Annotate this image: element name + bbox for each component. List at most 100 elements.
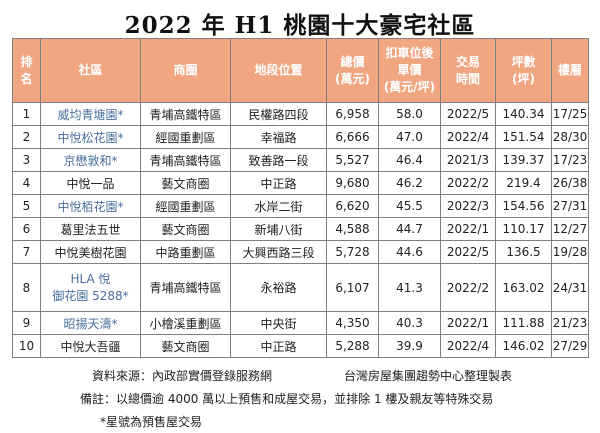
total-price-cell: 6,107	[326, 263, 379, 312]
unit-price-cell: 58.0	[378, 102, 441, 126]
community-cell: 京懋敦和*	[40, 148, 141, 172]
location-cell: 大興西路三段	[230, 240, 327, 264]
total-price-cell: 4,350	[326, 311, 379, 335]
unit-price-cell: 44.6	[378, 240, 441, 264]
floor-cell: 17/25	[551, 102, 589, 126]
table-row: 1 威均青塘園* 青埔高鐵特區 民權路四段 6,958 58.0 2022/5 …	[12, 102, 589, 126]
rank-cell: 1	[12, 102, 41, 126]
col-community: 社區	[40, 38, 141, 103]
table-row: 7 中悅美樹花園 中路重劃區 大興西路三段 5,728 44.6 2022/5 …	[12, 240, 589, 264]
floor-cell: 27/29	[551, 334, 589, 358]
floor-cell: 27/31	[551, 194, 589, 218]
district-cell: 青埔高鐵特區	[140, 102, 231, 126]
area-cell: 111.88	[495, 311, 552, 335]
rank-cell: 10	[12, 334, 41, 358]
total-price-cell: 5,728	[326, 240, 379, 264]
col-floor: 樓層	[551, 38, 589, 103]
ranking-table: 排 名 社區 商圈 地段位置 總價 (萬元) 扣車位後 單價 (萬元/坪) 交易…	[12, 38, 589, 358]
col-location: 地段位置	[230, 38, 327, 103]
floor-cell: 19/28	[551, 240, 589, 264]
col-rank: 排 名	[12, 38, 41, 103]
table-row: 10 中悅大吾疆 藝文商圈 中正路 5,288 39.9 2022/4 146.…	[12, 334, 589, 358]
area-cell: 154.56	[495, 194, 552, 218]
floor-cell: 21/23	[551, 311, 589, 335]
table-row: 4 中悅一品 藝文商圈 中正路 9,680 46.2 2022/2 219.4 …	[12, 171, 589, 195]
community-cell: 昭揚天濤*	[40, 311, 141, 335]
floor-cell: 26/38	[551, 171, 589, 195]
trade-time-cell: 2022/4	[440, 334, 496, 358]
table-row: 2 中悅松花園* 經國重劃區 幸福路 6,666 47.0 2022/4 151…	[12, 125, 589, 149]
trade-time-cell: 2022/4	[440, 125, 496, 149]
col-area: 坪數 (坪)	[495, 38, 552, 103]
table-row: 5 中悅栢花園* 經國重劃區 水岸二街 6,620 45.5 2022/3 15…	[12, 194, 589, 218]
floor-cell: 17/23	[551, 148, 589, 172]
location-cell: 中正路	[230, 171, 327, 195]
location-cell: 中正路	[230, 334, 327, 358]
location-cell: 民權路四段	[230, 102, 327, 126]
total-price-cell: 6,958	[326, 102, 379, 126]
unit-price-cell: 45.5	[378, 194, 441, 218]
rank-cell: 7	[12, 240, 41, 264]
trade-time-cell: 2021/3	[440, 148, 496, 172]
total-price-cell: 4,588	[326, 217, 379, 241]
district-cell: 經國重劃區	[140, 194, 231, 218]
rank-cell: 3	[12, 148, 41, 172]
unit-price-cell: 39.9	[378, 334, 441, 358]
total-price-cell: 5,288	[326, 334, 379, 358]
trade-time-cell: 2022/2	[440, 263, 496, 312]
district-cell: 青埔高鐵特區	[140, 263, 231, 312]
community-cell: 中悅大吾疆	[40, 334, 141, 358]
unit-price-cell: 40.3	[378, 311, 441, 335]
floor-cell: 28/30	[551, 125, 589, 149]
community-cell: 中悅一品	[40, 171, 141, 195]
district-cell: 青埔高鐵特區	[140, 148, 231, 172]
location-cell: 致善路一段	[230, 148, 327, 172]
total-price-cell: 9,680	[326, 171, 379, 195]
unit-price-cell: 46.4	[378, 148, 441, 172]
unit-price-cell: 44.7	[378, 217, 441, 241]
rank-cell: 6	[12, 217, 41, 241]
district-cell: 經國重劃區	[140, 125, 231, 149]
total-price-cell: 5,527	[326, 148, 379, 172]
organizer-note: 台灣房屋集團趨勢中心整理製表	[344, 369, 513, 383]
community-cell: 威均青塘園*	[40, 102, 141, 126]
source-note: 資料來源：內政部實價登錄服務網	[92, 369, 273, 383]
total-price-cell: 6,666	[326, 125, 379, 149]
unit-price-cell: 41.3	[378, 263, 441, 312]
total-price-cell: 6,620	[326, 194, 379, 218]
location-cell: 中央街	[230, 311, 327, 335]
community-cell: 葛里法五世	[40, 217, 141, 241]
area-cell: 136.5	[495, 240, 552, 264]
remark-note: 備註：以總價逾 4000 萬以上預售和成屋交易，並排除 1 樓及親友等特殊交易	[80, 392, 494, 406]
col-unit-price: 扣車位後 單價 (萬元/坪)	[378, 38, 441, 103]
floor-cell: 24/31	[551, 263, 589, 312]
location-cell: 新埔八街	[230, 217, 327, 241]
rank-cell: 2	[12, 125, 41, 149]
page-title: 2022 年 H1 桃園十大豪宅社區	[124, 12, 476, 39]
area-cell: 163.02	[495, 263, 552, 312]
district-cell: 藝文商圈	[140, 171, 231, 195]
table-row: 3 京懋敦和* 青埔高鐵特區 致善路一段 5,527 46.4 2021/3 1…	[12, 148, 589, 172]
rank-cell: 8	[12, 263, 41, 312]
district-cell: 小檜溪重劃區	[140, 311, 231, 335]
trade-time-cell: 2022/1	[440, 217, 496, 241]
trade-time-cell: 2022/2	[440, 171, 496, 195]
area-cell: 139.37	[495, 148, 552, 172]
district-cell: 中路重劃區	[140, 240, 231, 264]
trade-time-cell: 2022/5	[440, 240, 496, 264]
presale-star-note: *星號為預售屋交易	[100, 415, 203, 429]
col-total-price: 總價 (萬元)	[326, 38, 379, 103]
location-cell: 水岸二街	[230, 194, 327, 218]
area-cell: 140.34	[495, 102, 552, 126]
table-row: 8 HLA 悅 御花園 5288* 青埔高鐵特區 永裕路 6,107 41.3 …	[12, 263, 589, 312]
community-cell: 中悅栢花園*	[40, 194, 141, 218]
trade-time-cell: 2022/1	[440, 311, 496, 335]
location-cell: 幸福路	[230, 125, 327, 149]
area-cell: 219.4	[495, 171, 552, 195]
district-cell: 藝文商圈	[140, 217, 231, 241]
community-cell: 中悅松花園*	[40, 125, 141, 149]
trade-time-cell: 2022/3	[440, 194, 496, 218]
area-cell: 146.02	[495, 334, 552, 358]
col-district: 商圈	[140, 38, 231, 103]
